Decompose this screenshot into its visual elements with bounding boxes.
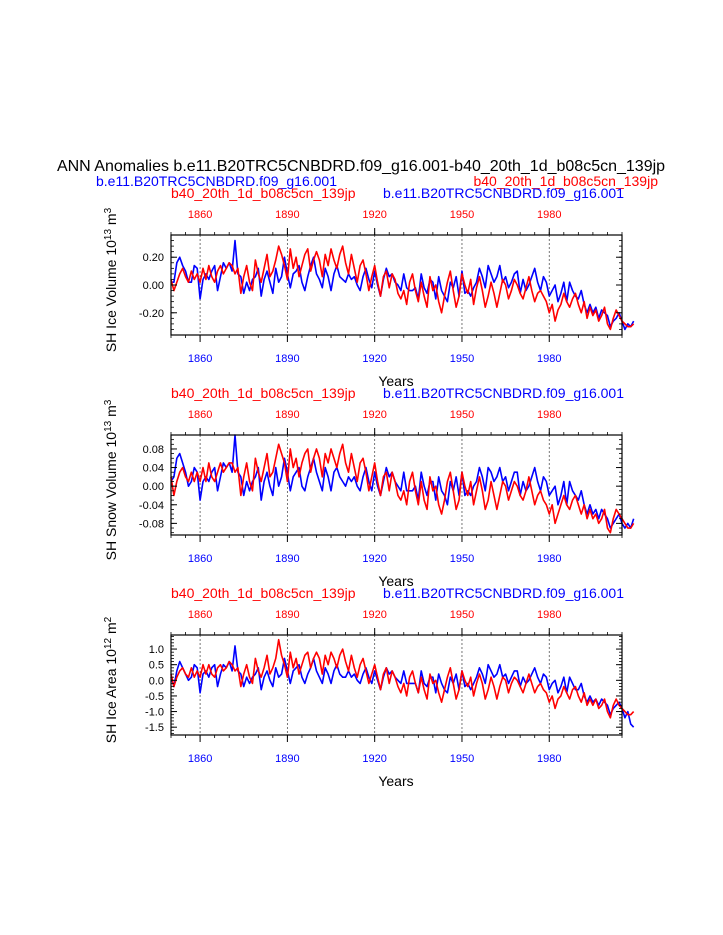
- y-tick-label: -0.08: [139, 518, 164, 530]
- x-tick-label-bottom: 1890: [275, 753, 299, 765]
- x-tick-label-top: 1950: [450, 409, 474, 421]
- top-right-case-label: b.e11.B20TRC5CNBDRD.f09_g16.001: [383, 585, 624, 601]
- x-tick-label-bottom: 1950: [450, 753, 474, 765]
- x-tick-label-top: 1860: [188, 409, 212, 421]
- x-tick-label-bottom: 1980: [537, 553, 561, 565]
- x-tick-label-top: 1950: [450, 209, 474, 221]
- x-tick-label-top: 1980: [537, 409, 561, 421]
- y-tick-label: -1.0: [145, 707, 164, 719]
- top-left-case-label: b40_20th_1d_b08c5cn_139jp: [171, 385, 356, 401]
- x-tick-label-bottom: 1860: [188, 353, 212, 365]
- x-tick-label-bottom: 1890: [275, 353, 299, 365]
- top-left-case-label: b40_20th_1d_b08c5cn_139jp: [171, 585, 356, 601]
- y-tick-label: 0.5: [149, 660, 164, 672]
- main-title: ANN Anomalies b.e11.B20TRC5CNBDRD.f09_g1…: [57, 158, 665, 175]
- x-tick-label-bottom: 1950: [450, 353, 474, 365]
- y-tick-label: -0.5: [145, 691, 164, 703]
- ice-area-panel: 1.0 0.5 0.0 -0.5 -1.0 -1.5 1860 1860 1890 1890 192…: [103, 585, 635, 789]
- x-axis-title: Years: [378, 573, 413, 589]
- top-left-case-label: b40_20th_1d_b08c5cn_139jp: [171, 185, 356, 201]
- legend-left-case: b.e11.B20TRC5CNBDRD.f09_g16.001: [96, 173, 337, 189]
- y-axis-title: SH Ice Area 1012 m2: [103, 616, 120, 743]
- ice-volume-panel: 0.20 0.00 -0.20 1860 1860 1890 1890 1920 1920 195…: [103, 185, 635, 389]
- y-tick-label: -0.20: [139, 308, 164, 320]
- x-tick-label-bottom: 1920: [362, 753, 386, 765]
- x-tick-label-bottom: 1920: [362, 353, 386, 365]
- x-tick-label-top: 1890: [275, 409, 299, 421]
- y-axis-title: SH Ice Volume 1013 m3: [103, 207, 120, 352]
- x-tick-label-top: 1920: [362, 409, 386, 421]
- top-right-case-label: b.e11.B20TRC5CNBDRD.f09_g16.001: [383, 385, 624, 401]
- y-tick-label: -1.5: [145, 722, 164, 734]
- x-tick-label-bottom: 1950: [450, 553, 474, 565]
- x-tick-label-top: 1920: [362, 209, 386, 221]
- y-tick-label: 0.00: [143, 481, 164, 493]
- series-line-case2: [170, 245, 635, 331]
- series-line-case1: [171, 239, 635, 331]
- x-tick-label-top: 1860: [188, 209, 212, 221]
- series-line-case2: [170, 443, 635, 534]
- y-tick-label: -0.04: [139, 500, 164, 512]
- series-line-case2: [170, 638, 635, 719]
- x-tick-label-top: 1980: [537, 209, 561, 221]
- x-axis-title: Years: [378, 373, 413, 389]
- x-tick-label-bottom: 1980: [537, 353, 561, 365]
- plot-frame: [170, 434, 623, 536]
- x-tick-label-top: 1980: [537, 609, 561, 621]
- x-tick-label-top: 1890: [275, 609, 299, 621]
- x-tick-label-top: 1920: [362, 609, 386, 621]
- plot-frame: [170, 634, 623, 736]
- legend-right-case: b40_20th_1d_b08c5cn_139jp: [473, 173, 658, 189]
- x-tick-label-bottom: 1920: [362, 553, 386, 565]
- y-tick-label: 0.20: [143, 252, 164, 264]
- x-axis-title: Years: [378, 773, 413, 789]
- x-tick-label-bottom: 1860: [188, 753, 212, 765]
- y-tick-label: 1.0: [149, 644, 164, 656]
- snow-volume-panel: 0.08 0.04 0.00 -0.04 -0.08 1860 1860 1890 1890 19…: [103, 385, 635, 589]
- y-axis-title: SH Snow Volume 1013 m3: [103, 399, 120, 560]
- y-tick-label: 0.04: [143, 463, 164, 475]
- x-tick-label-bottom: 1890: [275, 553, 299, 565]
- x-tick-label-top: 1950: [450, 609, 474, 621]
- x-tick-label-top: 1890: [275, 209, 299, 221]
- series-line-case1: [170, 434, 635, 529]
- y-tick-label: 0.00: [143, 280, 164, 292]
- x-tick-label-top: 1860: [188, 609, 212, 621]
- y-tick-label: 0.08: [143, 444, 164, 456]
- series-line-case1: [170, 645, 635, 728]
- x-tick-label-bottom: 1980: [537, 753, 561, 765]
- x-tick-label-bottom: 1860: [188, 553, 212, 565]
- y-tick-label: 0.0: [149, 675, 164, 687]
- top-right-case-label: b.e11.B20TRC5CNBDRD.f09_g16.001: [383, 185, 624, 201]
